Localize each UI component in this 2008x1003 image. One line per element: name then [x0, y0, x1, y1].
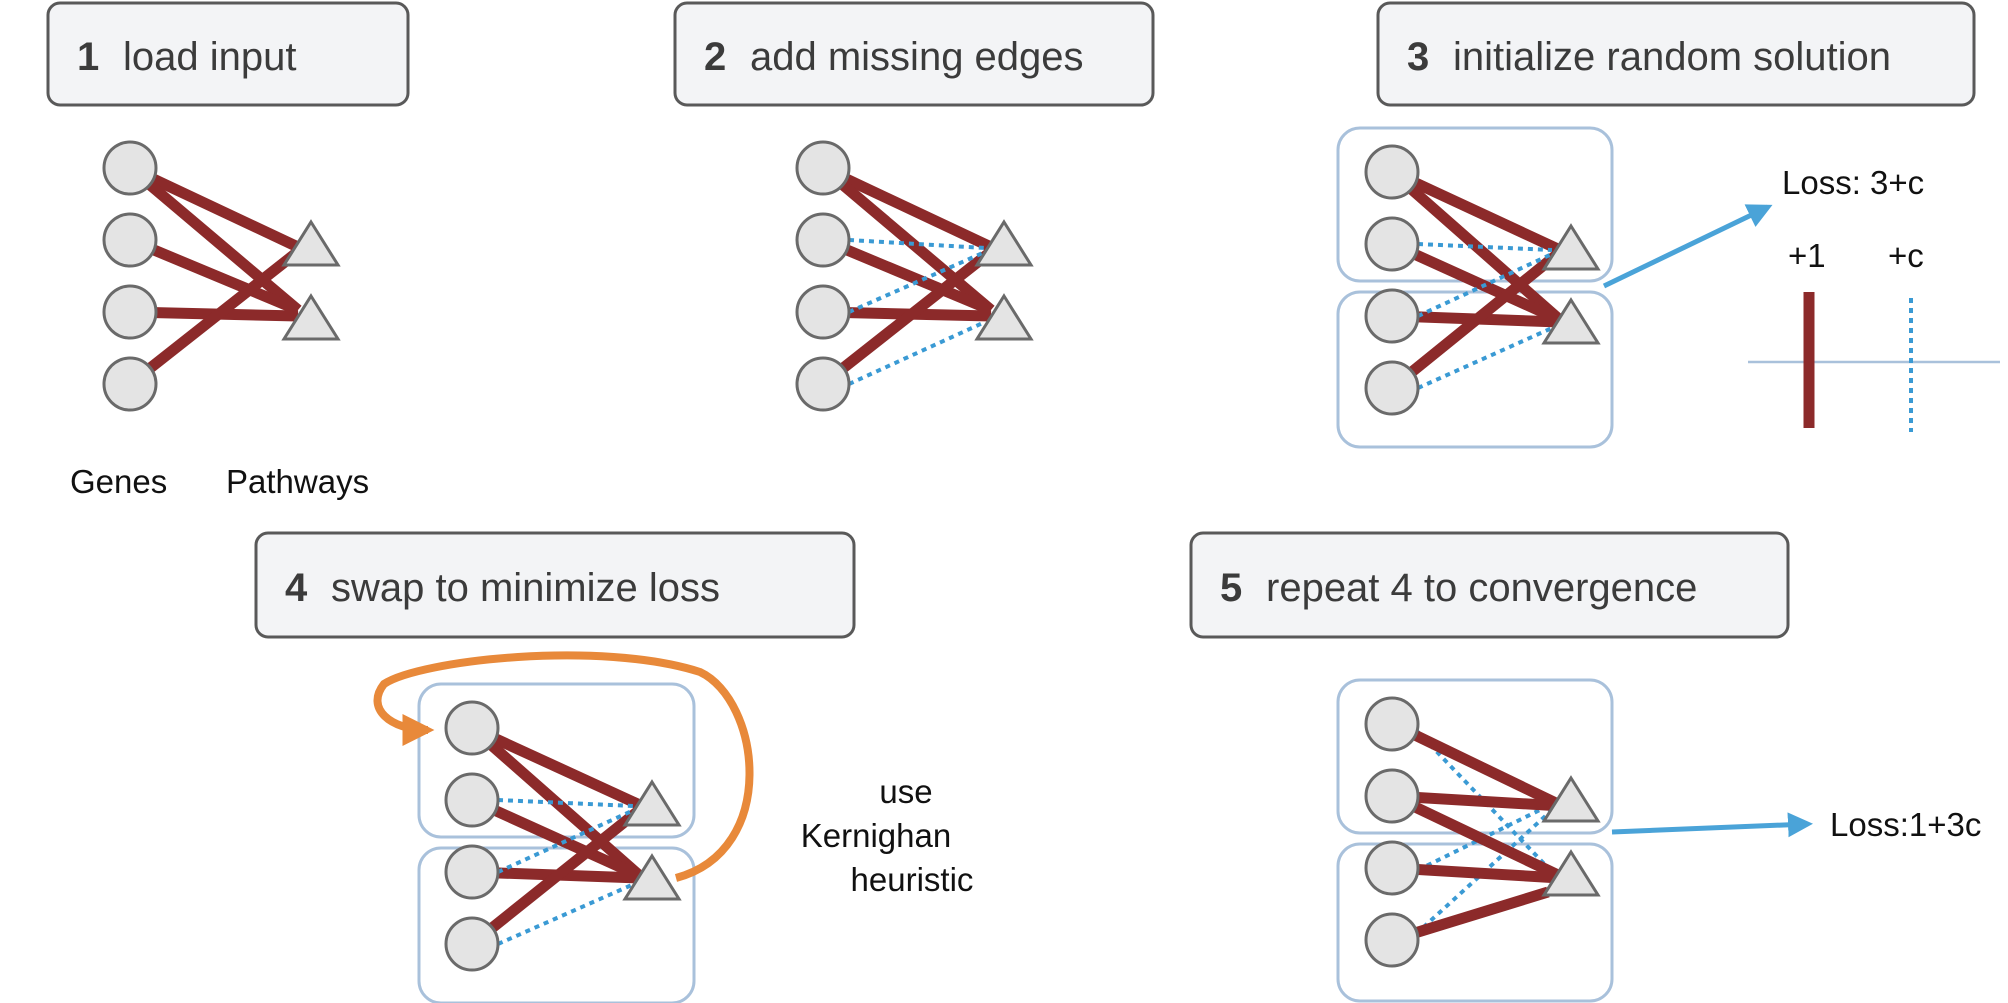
panel-5-graph: [1336, 678, 1614, 1003]
missing-edge: [848, 320, 986, 386]
final-loss-arrow: [1611, 812, 1813, 838]
edge: [1391, 862, 1561, 884]
pathway-node: [1541, 775, 1601, 823]
loss-final-label: Loss:1+3c: [1830, 806, 1981, 843]
gene-node: [1364, 144, 1420, 200]
gene-node: [1364, 912, 1420, 968]
edge: [1389, 167, 1563, 255]
pathway-node: [281, 293, 341, 341]
legend-edge-cost: +1: [1788, 237, 1826, 274]
gene-node: [1364, 696, 1420, 752]
gene-node: [102, 284, 158, 340]
step-1-number: 1: [77, 35, 99, 79]
pathway-node: [1541, 297, 1601, 345]
step-1-label: load input: [123, 35, 296, 79]
heuristic-line-2: Kernighan: [801, 817, 951, 854]
pathway-node: [281, 219, 341, 267]
step-3-number: 3: [1407, 35, 1429, 79]
gene-node: [1364, 768, 1420, 824]
panel-4-graph: [373, 651, 754, 1003]
missing-edge: [848, 250, 986, 314]
gene-node: [795, 284, 851, 340]
step-4-label: swap to minimize loss: [331, 566, 720, 610]
gene-node: [1364, 216, 1420, 272]
gene-node: [444, 700, 500, 756]
step-2-label: add missing edges: [750, 35, 1084, 79]
edge: [1389, 719, 1565, 811]
missing-edge: [848, 238, 986, 250]
missing-edge: [1417, 242, 1553, 252]
step-5-number: 5: [1220, 566, 1242, 610]
gene-node: [102, 212, 158, 268]
edge: [469, 723, 645, 811]
step-5-header: 5 repeat 4 to convergence: [1189, 531, 1790, 639]
loss-initial-label: Loss: 3+c: [1782, 164, 1924, 201]
pathway-node: [622, 853, 682, 901]
loss-legend: +1 +c: [1748, 237, 2000, 432]
pathways-label: Pathways: [226, 463, 369, 500]
missing-edge: [497, 882, 635, 946]
missing-edge: [497, 798, 635, 808]
step-4-header: 4 swap to minimize loss: [254, 531, 856, 639]
edge: [1389, 791, 1563, 881]
gene-node: [444, 844, 500, 900]
edge: [126, 245, 304, 389]
edge: [819, 163, 995, 315]
panel-3-graph: [1336, 126, 1614, 449]
edge: [1388, 167, 1564, 325]
step-1-header: 1 load input: [46, 1, 410, 107]
edge: [1391, 790, 1563, 812]
step-3-label: initialize random solution: [1453, 35, 1891, 79]
gene-node: [444, 916, 500, 972]
legend-missing-cost: +c: [1888, 237, 1924, 274]
edge: [819, 245, 997, 389]
gene-node: [444, 772, 500, 828]
gene-node: [102, 140, 158, 196]
cluster-box: [1336, 290, 1614, 449]
edge: [820, 234, 994, 316]
step-4-number: 4: [285, 566, 308, 610]
gene-node: [1364, 360, 1420, 416]
gene-node: [795, 140, 851, 196]
loss-arrow: [1602, 204, 1773, 289]
genes-label: Genes: [70, 463, 167, 500]
edge: [468, 803, 646, 949]
pathway-node: [1541, 849, 1601, 897]
edge: [127, 163, 303, 253]
missing-edge: [497, 808, 635, 874]
step-2-header: 2 add missing edges: [673, 1, 1155, 107]
heuristic-line-3: heuristic: [851, 861, 974, 898]
pathway-node: [974, 219, 1034, 267]
pathway-node: [622, 779, 682, 827]
gene-node: [795, 356, 851, 412]
panel-2-graph: [795, 140, 1034, 412]
gene-node: [1364, 288, 1420, 344]
pathway-node: [1541, 223, 1601, 271]
edge: [1388, 247, 1564, 393]
edge: [126, 163, 302, 315]
edge: [1389, 238, 1563, 326]
heuristic-line-1: use: [879, 773, 932, 810]
swap-arrow: [373, 651, 754, 882]
missing-edge: [1414, 728, 1554, 874]
edge: [820, 163, 996, 253]
step-3-header: 3 initialize random solution: [1376, 1, 1976, 107]
pathway-node: [974, 293, 1034, 341]
gene-node: [795, 212, 851, 268]
step-2-number: 2: [704, 35, 726, 79]
cluster-box: [417, 846, 696, 1003]
edge: [468, 723, 644, 881]
gene-node: [1364, 840, 1420, 896]
missing-edge: [1417, 252, 1553, 318]
gene-node: [102, 356, 158, 412]
edge: [469, 794, 643, 882]
missing-edge: [1417, 326, 1553, 390]
panel-1-graph: [102, 140, 341, 412]
step-5-label: repeat 4 to convergence: [1266, 566, 1697, 610]
edge: [127, 234, 301, 316]
